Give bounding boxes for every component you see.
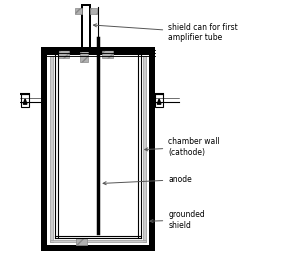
Bar	[102, 49, 113, 58]
Bar	[41, 47, 155, 55]
Text: shield can for first
amplifier tube: shield can for first amplifier tube	[94, 23, 238, 42]
Bar	[71, 50, 101, 52]
Bar	[143, 56, 146, 242]
Bar	[90, 8, 97, 14]
Bar	[76, 238, 87, 245]
Text: chamber wall
(cathode): chamber wall (cathode)	[145, 137, 220, 157]
Bar	[81, 4, 83, 50]
Bar	[81, 4, 92, 6]
Bar	[41, 48, 47, 251]
Bar	[50, 240, 146, 242]
Polygon shape	[23, 99, 27, 104]
Text: anode: anode	[103, 175, 192, 185]
Bar	[155, 94, 163, 107]
Bar	[50, 56, 53, 242]
Bar	[89, 4, 92, 50]
Bar	[80, 49, 88, 62]
Polygon shape	[157, 99, 161, 104]
Bar	[41, 245, 155, 251]
Text: grounded
shield: grounded shield	[150, 210, 205, 230]
Bar	[149, 48, 155, 251]
Bar	[58, 49, 69, 58]
Bar	[75, 8, 82, 14]
Bar	[21, 94, 29, 107]
